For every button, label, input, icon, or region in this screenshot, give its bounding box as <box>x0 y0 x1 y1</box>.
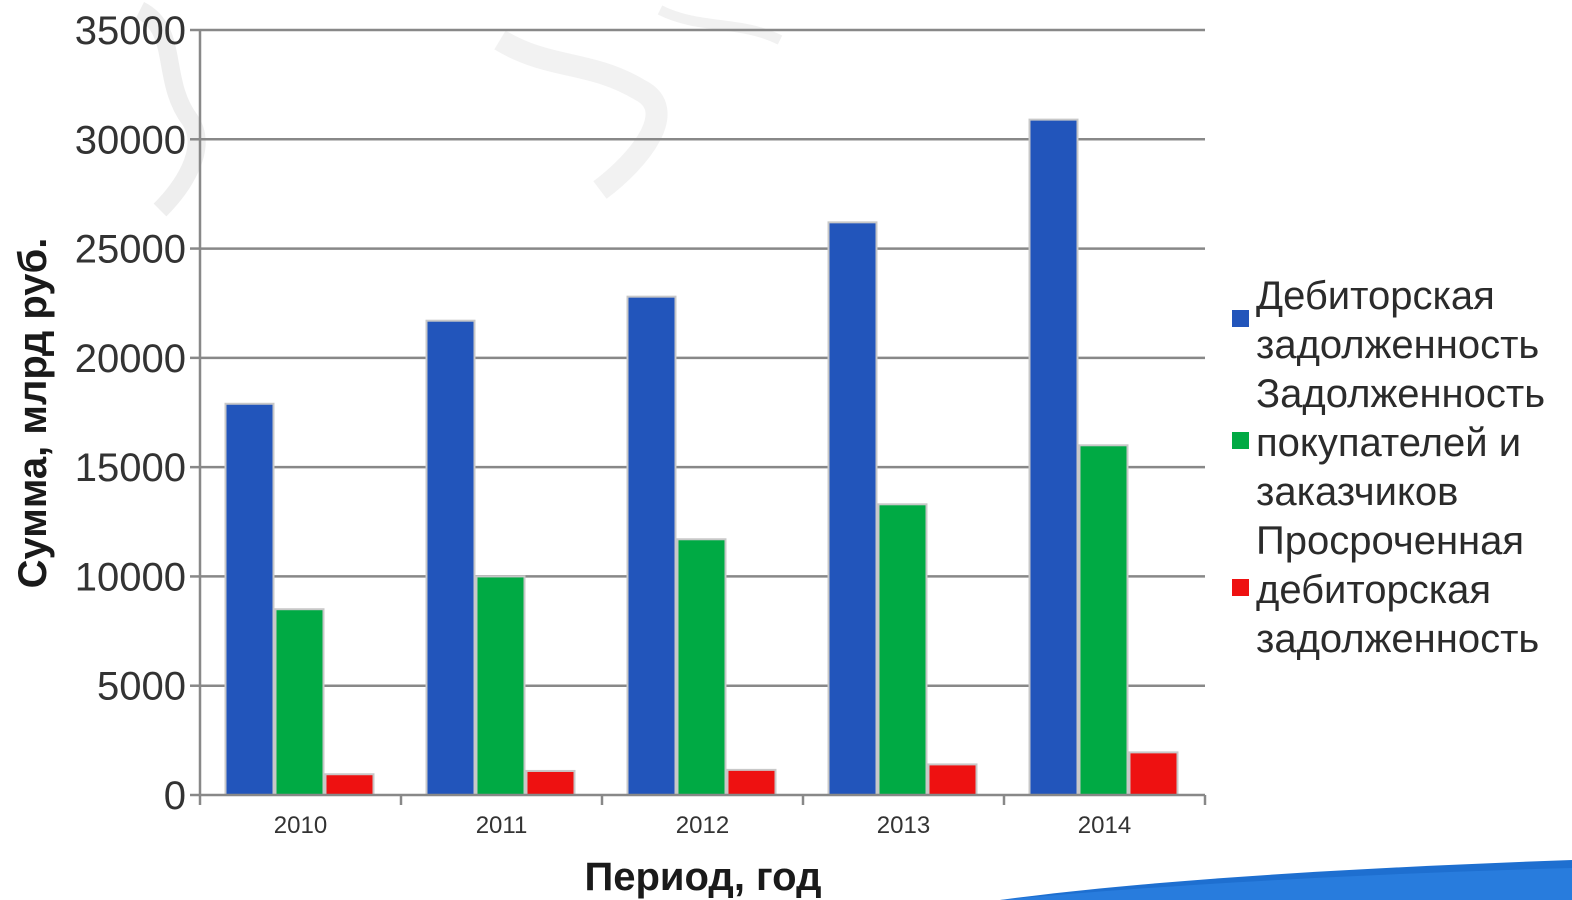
bar-2011-series-2 <box>525 769 576 797</box>
bar-2013-series-2 <box>927 763 978 797</box>
legend-swatch-green <box>1232 432 1249 449</box>
bar-2010-series-2 <box>324 773 375 797</box>
axes <box>198 30 1205 797</box>
legend-label: Дебиторская задолженность <box>1256 274 1540 367</box>
y-tick-label: 15000 <box>75 446 186 490</box>
y-axis-ticks: 0 5000 10000 15000 20000 25000 30000 35000 <box>75 9 200 818</box>
y-tick-label: 10000 <box>75 555 186 599</box>
bar-2014-series-0 <box>1028 118 1079 797</box>
legend: Дебиторская задолженность Задолженность … <box>1230 272 1570 664</box>
bar-2014-series-2 <box>1128 751 1179 797</box>
x-tick-label: 2014 <box>1078 812 1131 839</box>
bar-2012-series-1 <box>676 538 727 796</box>
legend-item-overdue-debt: Просроченная дебиторская задолженность <box>1230 517 1570 664</box>
bar-2014-series-1 <box>1078 444 1129 796</box>
x-tick-label: 2010 <box>274 812 327 839</box>
y-tick-label: 0 <box>164 774 186 818</box>
legend-item-buyers-debt: Задолженность покупателей и заказчиков <box>1230 370 1570 517</box>
y-tick-label: 20000 <box>75 337 186 381</box>
y-axis-title: Сумма, млрд руб. <box>11 238 55 589</box>
legend-swatch-blue <box>1232 310 1249 327</box>
x-axis-ticks: 2010 2011 2012 2013 2014 <box>198 795 1207 839</box>
bar-2012-series-0 <box>626 295 677 796</box>
x-tick-label: 2013 <box>877 812 930 839</box>
bar-2012-series-2 <box>726 768 777 796</box>
y-tick-label: 5000 <box>97 665 186 709</box>
legend-label: Просроченная дебиторская задолженность <box>1256 519 1540 661</box>
legend-item-debt: Дебиторская задолженность <box>1230 272 1570 370</box>
world-map-watermark <box>135 1 783 217</box>
y-tick-label: 35000 <box>75 9 186 53</box>
legend-label: Задолженность покупателей и заказчиков <box>1256 372 1546 514</box>
bar-2011-series-1 <box>475 575 526 797</box>
y-tick-label: 30000 <box>75 118 186 162</box>
bar-2013-series-0 <box>827 221 878 797</box>
bar-2011-series-0 <box>425 319 476 796</box>
bar-2010-series-0 <box>224 402 275 796</box>
x-tick-label: 2011 <box>476 812 528 839</box>
legend-swatch-red <box>1232 579 1249 596</box>
bar-2013-series-1 <box>877 503 928 796</box>
decorative-swoosh <box>1000 860 1572 900</box>
y-tick-label: 25000 <box>75 228 186 272</box>
bar-2010-series-1 <box>274 608 325 797</box>
bars <box>224 118 1179 797</box>
x-tick-label: 2012 <box>676 812 729 839</box>
x-axis-title: Период, год <box>585 855 822 899</box>
